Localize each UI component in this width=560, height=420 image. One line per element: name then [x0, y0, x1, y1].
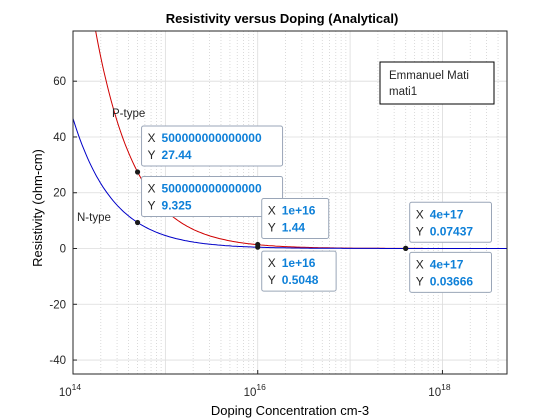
x-tick-label: 1018 — [428, 382, 451, 399]
datatip-x-value: 4e+17 — [430, 257, 464, 271]
datatip-marker — [134, 169, 141, 175]
datatip-y-value: 0.03666 — [430, 274, 474, 288]
datatip-x-key: X — [416, 207, 424, 221]
x-tick-label: 1014 — [59, 382, 82, 399]
y-tick-label: 0 — [60, 244, 66, 256]
datatip-y-value: 0.5048 — [282, 273, 319, 287]
y-tick-label: 20 — [53, 188, 66, 200]
y-tick-label: 60 — [53, 76, 66, 88]
datatip-box — [409, 251, 492, 293]
datatip-box — [261, 197, 330, 239]
datatip-marker — [255, 244, 261, 250]
y-tick-label: -40 — [49, 355, 66, 367]
name-box: Emmanuel Mati mati1 — [379, 61, 495, 105]
chart-title: Resistivity versus Doping (Analytical) — [166, 11, 399, 26]
datatip-layer: P-type N-type X 500000000000000 Y 27.44 X 50000… — [77, 108, 492, 293]
axes-frame — [72, 30, 508, 375]
datatip-x-value: 500000000000000 — [162, 131, 262, 145]
datatip-y-key: Y — [268, 220, 276, 234]
datatip-y-key: Y — [268, 273, 276, 287]
x-tick-label: 1016 — [244, 382, 267, 399]
y-tick-label: 40 — [53, 132, 66, 144]
series-line-n-type — [73, 118, 507, 249]
datatip-x-key: X — [268, 256, 276, 270]
name-box-line: Emmanuel Mati — [389, 70, 469, 82]
datatip-x-value: 4e+17 — [430, 207, 464, 221]
datatip-y-key: Y — [416, 274, 424, 288]
datatip-y-value: 1.44 — [282, 220, 306, 234]
datatip-y-value: 0.07437 — [430, 224, 474, 238]
datatip-box — [141, 125, 284, 167]
datatip-y-value: 9.325 — [162, 199, 192, 213]
x-axis-label: Doping Concentration cm-3 — [211, 403, 369, 418]
datatip-x-key: X — [148, 131, 156, 145]
datatip-y-key: Y — [416, 224, 424, 238]
n-type-curve-label: N-type — [77, 212, 111, 224]
datatip-marker — [134, 219, 141, 226]
datatip-x-key: X — [268, 203, 276, 217]
tick-layer: -40 -20 0 20 40 60 1014 1016 1018 — [49, 76, 450, 399]
datatip-x-key: X — [148, 182, 156, 196]
y-axis-label: Resistivity (ohm-cm) — [30, 149, 45, 267]
datatip-box — [409, 201, 492, 243]
datatip-y-key: Y — [148, 148, 156, 162]
name-box-line: mati1 — [389, 86, 417, 98]
y-tick-label: -20 — [49, 299, 66, 311]
datatip-box — [141, 176, 284, 218]
datatip-x-key: X — [416, 257, 424, 271]
datatip-marker — [403, 245, 409, 252]
datatip-x-value: 500000000000000 — [162, 182, 262, 196]
datatip-y-key: Y — [148, 199, 156, 213]
datatip-x-value: 1e+16 — [282, 203, 316, 217]
p-type-curve-label: P-type — [112, 108, 145, 120]
datatip-box — [261, 250, 337, 292]
name-box-frame — [379, 61, 495, 105]
datatip-x-value: 1e+16 — [282, 256, 316, 270]
datatip-y-value: 27.44 — [162, 148, 192, 162]
